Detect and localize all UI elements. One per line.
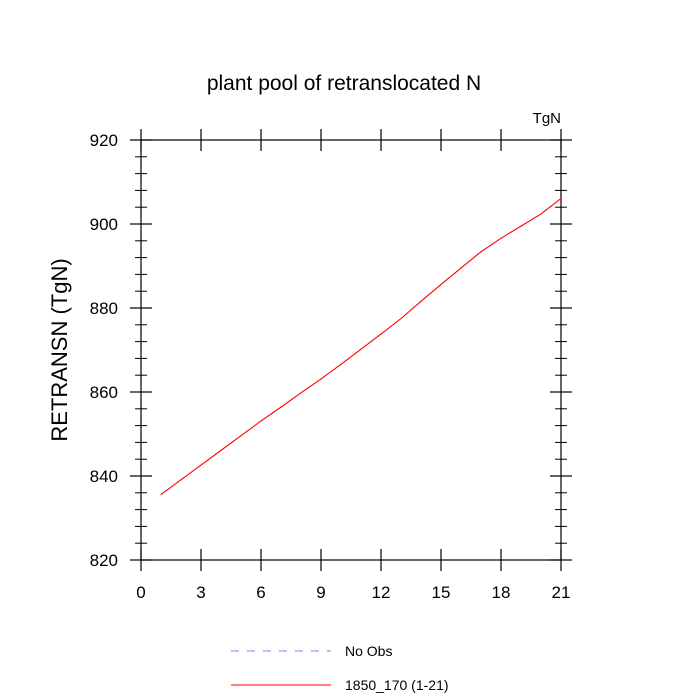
data-point [400,317,402,320]
data-point [500,237,502,239]
data-point [300,392,302,394]
data-point [560,197,562,199]
data-point [200,464,202,466]
x-tick-label: 9 [316,583,325,602]
legend-label-1850-170: 1850_170 (1-21) [345,677,449,693]
y-tick-label: 840 [90,467,118,486]
data-point [360,348,362,350]
legend-label-no-obs: No Obs [345,643,392,659]
y-tick-label: 920 [90,131,118,150]
data-point [520,225,522,227]
y-axis-label: RETRANSN (TgN) [47,258,72,441]
data-point [180,479,182,481]
data-point [380,333,382,335]
data-point [420,300,422,302]
y-tick-label: 860 [90,383,118,402]
x-tick-label: 0 [136,583,145,602]
x-tick-label: 12 [372,583,391,602]
data-point [340,363,342,365]
data-point [460,267,462,269]
y-tick-label: 900 [90,215,118,234]
data-point [260,420,262,422]
units-label: TgN [533,110,561,127]
chart-title: plant pool of retranslocated N [207,72,481,95]
legend: No Obs 1850_170 (1-21) [231,643,449,693]
x-tick-label: 18 [492,583,511,602]
data-point [160,493,162,496]
x-tick-label: 3 [196,583,205,602]
data-point [440,283,442,286]
data-point [220,449,222,451]
data-point [480,251,482,253]
data-point [540,213,542,215]
data-point [280,406,282,408]
data-point [240,435,242,437]
data-point [320,378,322,380]
axes: 820 840 860 880 900 920 0 3 6 9 12 15 18 21 [90,129,572,602]
plot-frame [140,139,562,561]
series-layer [160,197,562,496]
x-tick-label: 21 [552,583,571,602]
x-tick-label: 15 [432,583,451,602]
y-tick-label: 880 [90,299,118,318]
y-tick-label: 820 [90,551,118,570]
x-tick-label: 6 [256,583,265,602]
